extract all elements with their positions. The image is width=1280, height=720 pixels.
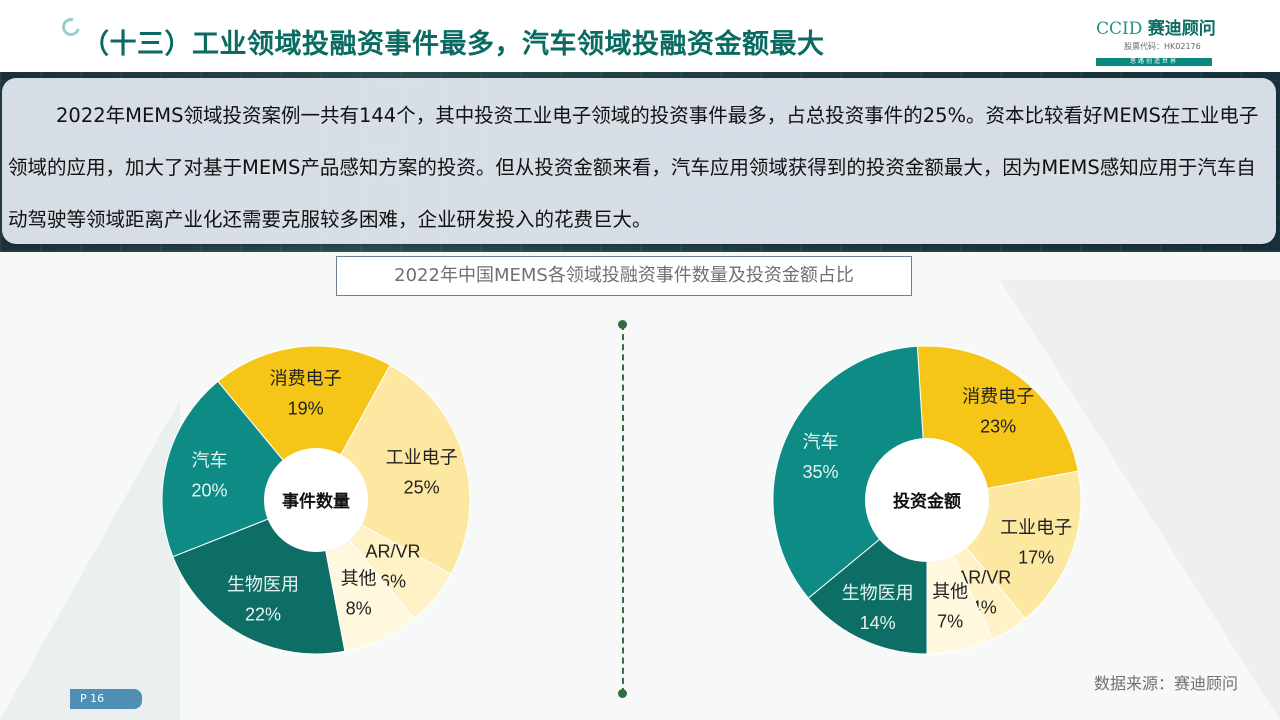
slice-value-label: 22% — [245, 604, 281, 624]
slice-label: 消费电子 — [962, 386, 1034, 406]
slice-label: AR/VR — [956, 567, 1011, 587]
slice-value-label: 8% — [346, 598, 372, 618]
pie-slice — [315, 364, 471, 575]
slice-value-label: 17% — [1018, 547, 1054, 567]
slice-value-label: 7% — [937, 611, 963, 631]
slice-value-label: 20% — [191, 481, 227, 501]
slice-label: 其他 — [341, 568, 377, 588]
donut-center-label: 事件数量 — [282, 491, 350, 511]
logo-stock-code: 股票代码：HK02176 — [1124, 42, 1201, 51]
donut-chart-2: 消费电子23%工业电子17%AR/VR4%其他7%生物医用14%汽车35%投资金… — [772, 345, 1082, 655]
donut-chart-1: 消费电子19%工业电子25%AR/VR6%其他8%生物医用22%汽车20%事件数… — [161, 345, 471, 655]
summary-box: 2022年MEMS领域投资案例一共有144个，其中投资工业电子领域的投资事件最多… — [2, 78, 1276, 244]
slice-label: 生物医用 — [227, 574, 299, 594]
donut-hole — [264, 448, 368, 552]
slice-label: 工业电子 — [1000, 517, 1072, 537]
slice-value-label: 19% — [288, 398, 324, 418]
slice-value-label: 35% — [803, 462, 839, 482]
pie-slice — [772, 345, 928, 599]
slice-label: 汽车 — [191, 451, 227, 471]
ccid-logo: CCID 赛迪顾问 股票代码：HK02176 思路创造世界 — [1096, 14, 1226, 66]
data-source: 数据来源：赛迪顾问 — [1094, 674, 1239, 693]
page-title: （十三）工业领域投融资事件最多，汽车领域投融资金额最大 — [82, 29, 825, 60]
slice-value-label: 23% — [980, 416, 1016, 436]
logo-wordmark: CCID 赛迪顾问 — [1096, 14, 1226, 39]
slice-value-label: 25% — [404, 477, 440, 497]
pie-slice — [217, 345, 391, 501]
slice-label: 工业电子 — [386, 447, 458, 467]
dashed-divider — [622, 324, 624, 694]
divider-dot — [618, 689, 627, 698]
slice-label: 生物医用 — [842, 583, 914, 603]
chart-subtitle: 2022年中国MEMS各领域投融资事件数量及投资金额占比 — [336, 256, 912, 296]
slice-label: 其他 — [932, 581, 968, 601]
divider-dot — [618, 320, 627, 329]
background-shape — [0, 400, 180, 720]
slice-label: AR/VR — [366, 542, 421, 562]
slice-label: 消费电子 — [270, 368, 342, 388]
donut-center-label: 投资金额 — [893, 491, 961, 511]
logo-cn-text: 赛迪顾问 — [1147, 19, 1216, 39]
title-bar: （十三）工业领域投融资事件最多，汽车领域投融资金额最大 CCID 赛迪顾问 股票… — [0, 0, 1280, 72]
page-number: P 16 — [70, 689, 142, 709]
summary-text: 2022年MEMS领域投资案例一共有144个，其中投资工业电子领域的投资事件最多… — [8, 104, 1259, 231]
logo-main-text: CCID — [1096, 19, 1143, 39]
slice-label: 汽车 — [803, 432, 839, 452]
slice-value-label: 14% — [860, 613, 896, 633]
donut-hole — [865, 438, 989, 562]
logo-slogan: 思路创造世界 — [1096, 58, 1212, 66]
